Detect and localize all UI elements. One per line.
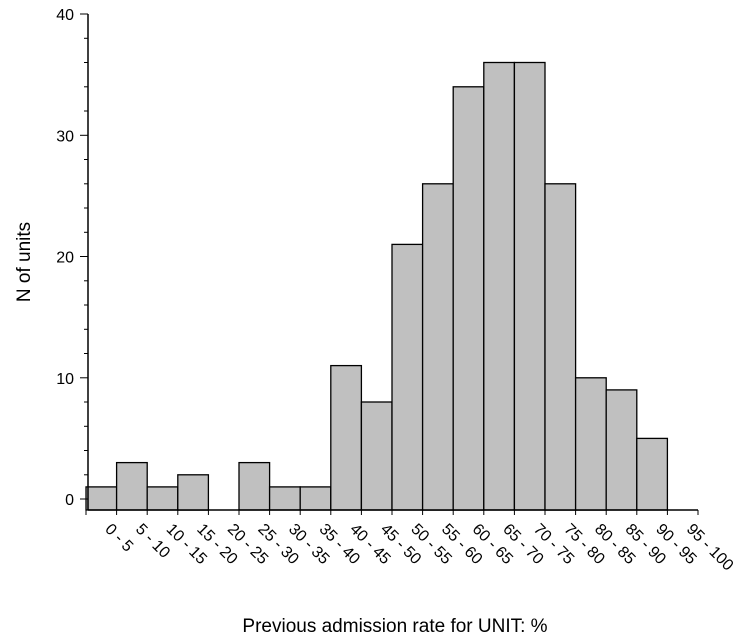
histogram-bar [330, 364, 363, 511]
axes-layer [80, 13, 699, 515]
histogram-bar [115, 461, 148, 511]
y-tick-label: 20 [56, 250, 74, 267]
histogram-bar [177, 474, 210, 511]
histogram-bar [452, 86, 485, 511]
histogram-bar [360, 401, 393, 511]
histogram-bar [268, 486, 301, 511]
y-tick-label: 30 [56, 128, 74, 145]
histogram-bar [636, 437, 669, 511]
histogram-bar [391, 243, 424, 511]
histogram-bar [605, 389, 638, 511]
histogram-bar [238, 461, 271, 511]
x-tick-label: 0 - 5 [101, 521, 136, 556]
x-tick-label: 5 - 10 [132, 521, 173, 562]
y-tick-label: 40 [56, 7, 74, 24]
bars-layer [85, 61, 669, 511]
histogram-bar [574, 377, 607, 511]
histogram-bar [299, 486, 332, 511]
histogram-bar [513, 61, 546, 511]
histogram-bar [85, 486, 118, 511]
histogram-bar [544, 183, 577, 511]
histogram-bar [421, 183, 454, 511]
y-axis-title: N of units [14, 222, 35, 302]
y-tick-label: 10 [56, 371, 74, 388]
histogram-bar [146, 486, 179, 511]
histogram-bar [483, 61, 516, 511]
y-tick-label: 0 [65, 492, 74, 509]
x-axis-title: Previous admission rate for UNIT: % [242, 616, 547, 637]
